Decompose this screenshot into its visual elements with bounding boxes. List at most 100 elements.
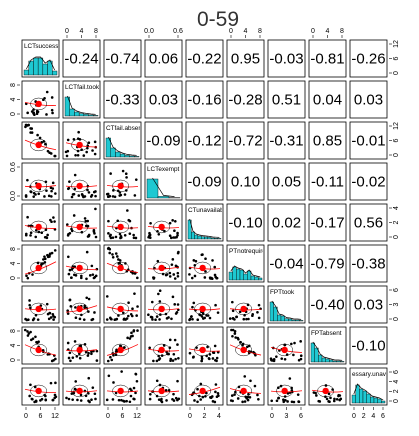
scatter-point [130, 314, 134, 318]
scatter-point [136, 305, 139, 308]
scatter-point [118, 261, 121, 265]
scatter-point [90, 398, 93, 402]
scatter-point [127, 218, 131, 222]
correlation-ellipse [30, 384, 48, 398]
scatter-point [79, 344, 83, 348]
correlation-value: -0.24 [64, 51, 98, 68]
scatter-point [80, 276, 83, 280]
scatter-point [158, 289, 162, 293]
panel-0-1: -0.24 [62, 39, 101, 78]
panel-frame [308, 162, 347, 201]
scatter-point [105, 318, 109, 321]
scatter-point [45, 302, 49, 306]
scatter-point [94, 207, 97, 211]
panel-4-8: 0.56 [349, 203, 388, 242]
scatter-point [162, 344, 166, 347]
scatter-point [68, 268, 72, 272]
scatter-point [47, 317, 51, 321]
scatter-point [168, 275, 172, 278]
panel-2-4: -0.12 [185, 121, 224, 160]
scatter-point [111, 398, 115, 401]
axes: 0 4 8 0.0 0.6 0 4 8 0 4 80 6 12 0 6 12 0 2 4 0 3 6 0 2 4 60480.00… [10, 28, 400, 420]
scatter-point [84, 219, 88, 223]
panel-8-0 [21, 367, 60, 406]
scatter-point [213, 344, 217, 348]
scatter-point [83, 304, 87, 308]
panel-3-6: 0.05 [267, 162, 306, 201]
density-curve [271, 300, 302, 320]
scatter-point [231, 334, 234, 338]
correlation-value: -0.81 [310, 51, 344, 68]
correlation-value: 0.05 [272, 174, 301, 191]
variable-label: essary.unava [352, 371, 390, 378]
scatter-point [241, 400, 244, 404]
tick-label: 4 [244, 28, 248, 35]
panel-6-0 [21, 285, 60, 324]
correlation-value: -0.72 [228, 133, 262, 150]
correlation-value: -0.02 [351, 174, 385, 191]
scatter-point [64, 150, 68, 154]
scatter-point [126, 209, 129, 212]
correlation-ellipse [71, 261, 89, 275]
panel-6-8: 0.03 [349, 285, 388, 324]
scatter-point [200, 315, 204, 318]
scatter-point [290, 342, 293, 346]
panel-0-2: -0.74 [103, 39, 142, 78]
scatter-point [171, 295, 175, 299]
panel-0-6: -0.03 [267, 39, 306, 78]
panel-frame [349, 39, 388, 78]
scatter-point [120, 370, 123, 373]
tick-label: 0.0 [10, 191, 17, 201]
scatter-point [195, 346, 198, 349]
density-curve [152, 177, 175, 197]
scatter-point [69, 305, 73, 308]
hist-bar [247, 270, 252, 281]
tick-label: 6 [39, 413, 43, 420]
panel-6-7: -0.40 [308, 285, 347, 324]
panel-frame [349, 203, 388, 242]
scatter-point [312, 391, 316, 394]
scatter-point [293, 341, 296, 345]
panel-0-7: -0.81 [308, 39, 347, 78]
scatter-point [176, 379, 179, 383]
scatter-point [28, 303, 31, 307]
scatter-point [157, 292, 160, 296]
panel-8-5 [226, 367, 265, 406]
correlation-ellipse [112, 302, 130, 316]
hist-bar [373, 397, 378, 404]
scatter-point [275, 399, 279, 403]
hist-bar [254, 276, 259, 281]
scatter-point [26, 111, 29, 115]
scatter-point [95, 359, 99, 362]
correlation-value: 0.56 [354, 215, 383, 232]
panel-frame [226, 80, 265, 119]
scatter-point [128, 337, 132, 340]
scatter-point [44, 398, 48, 401]
scatter-point [288, 377, 292, 380]
scatter-point [173, 338, 177, 342]
scatter-point [44, 180, 48, 184]
scatter-point [111, 236, 115, 239]
hist-bar [295, 319, 300, 322]
correlation-value: 0.10 [231, 174, 260, 191]
tick-label: 8 [340, 28, 344, 35]
hist-bar [239, 269, 244, 281]
scatter-point [125, 176, 128, 179]
scatter-point [110, 358, 114, 362]
panel-frame [62, 285, 101, 324]
density-curve [312, 341, 343, 361]
scatter-point [44, 394, 47, 398]
scatter-point [87, 376, 91, 380]
center-point [158, 305, 165, 313]
scatter-point [32, 112, 35, 115]
scatter-point [126, 314, 130, 318]
scatter-point [119, 344, 122, 348]
scatter-point [29, 127, 32, 130]
scatter-point [124, 172, 128, 176]
panel-4-6: 0.02 [267, 203, 306, 242]
scatter-point [74, 154, 77, 157]
density-curve [26, 56, 55, 71]
panel-5-4 [185, 244, 224, 283]
scatter-point [176, 275, 180, 278]
scatter-point [297, 400, 301, 404]
